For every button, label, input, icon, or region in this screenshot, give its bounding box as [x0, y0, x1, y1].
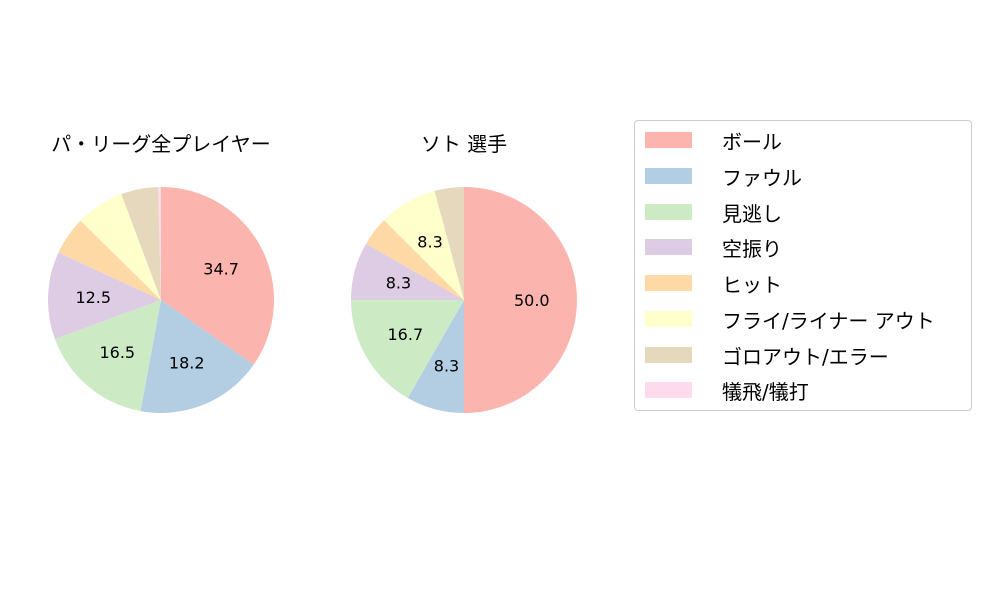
- legend-swatch: [645, 311, 692, 327]
- legend-item: フライ/ライナー アウト: [645, 307, 935, 333]
- slice-label: 16.5: [99, 343, 135, 362]
- pie-slice: [140, 300, 254, 413]
- legend-label: ボール: [722, 129, 782, 154]
- pie-slice: [58, 220, 161, 300]
- pie-slice: [158, 187, 161, 300]
- legend-label: フライ/ライナー アウト: [722, 308, 935, 333]
- legend-label: 見逃し: [722, 201, 782, 226]
- pie-slice: [161, 187, 274, 365]
- slice-label: 12.5: [75, 288, 111, 307]
- legend-label: ヒット: [722, 272, 782, 297]
- pie-slice: [434, 187, 464, 300]
- pie-chart-league: 34.7 18.2 16.5 12.5: [48, 187, 274, 413]
- pie-slice: [54, 300, 161, 412]
- legend-item: ファウル: [645, 164, 802, 190]
- slice-label: 8.3: [417, 232, 442, 251]
- pie-slice: [350, 300, 464, 398]
- legend-swatch: [645, 132, 692, 148]
- pie-slice: [351, 243, 464, 300]
- pie-slice: [407, 300, 464, 413]
- pie-slice: [366, 220, 464, 300]
- legend-swatch: [645, 168, 692, 184]
- slice-label: 8.3: [386, 274, 411, 293]
- slice-label: 18.2: [169, 354, 205, 373]
- left-chart-title: パ・リーグ全プレイヤー: [51, 132, 271, 156]
- legend-label: ゴロアウト/エラー: [722, 344, 889, 369]
- legend-label: 犠飛/犠打: [722, 379, 809, 404]
- pie-slice: [384, 190, 464, 300]
- legend-swatch: [645, 382, 692, 398]
- pie-slice: [121, 187, 161, 300]
- legend-item: ヒット: [645, 271, 782, 297]
- slice-label: 34.7: [203, 260, 239, 279]
- legend-item: 犠飛/犠打: [645, 378, 809, 404]
- legend-label: 空振り: [722, 236, 782, 261]
- legend-swatch: [645, 239, 692, 255]
- legend-item: ボール: [645, 128, 782, 154]
- right-chart-title: ソト 選手: [420, 132, 508, 156]
- pie-slice: [48, 252, 161, 339]
- pie-slice: [80, 194, 161, 300]
- slice-label: 50.0: [514, 291, 550, 310]
- legend-label: ファウル: [722, 165, 802, 190]
- legend-item: ゴロアウト/エラー: [645, 343, 889, 369]
- slice-label: 8.3: [434, 357, 459, 376]
- legend: ボール ファウル 見逃し 空振り ヒット フライ/ライナー アウト ゴロアウト/…: [634, 120, 972, 411]
- legend-item: 見逃し: [645, 200, 782, 226]
- pie-chart-player: 50.0 8.3 16.7 8.3 8.3: [350, 187, 577, 413]
- legend-swatch: [645, 347, 692, 363]
- legend-swatch: [645, 275, 692, 291]
- legend-item: 空振り: [645, 235, 782, 261]
- slice-label: 16.7: [388, 325, 424, 344]
- legend-swatch: [645, 204, 692, 220]
- pie-slice: [464, 187, 577, 413]
